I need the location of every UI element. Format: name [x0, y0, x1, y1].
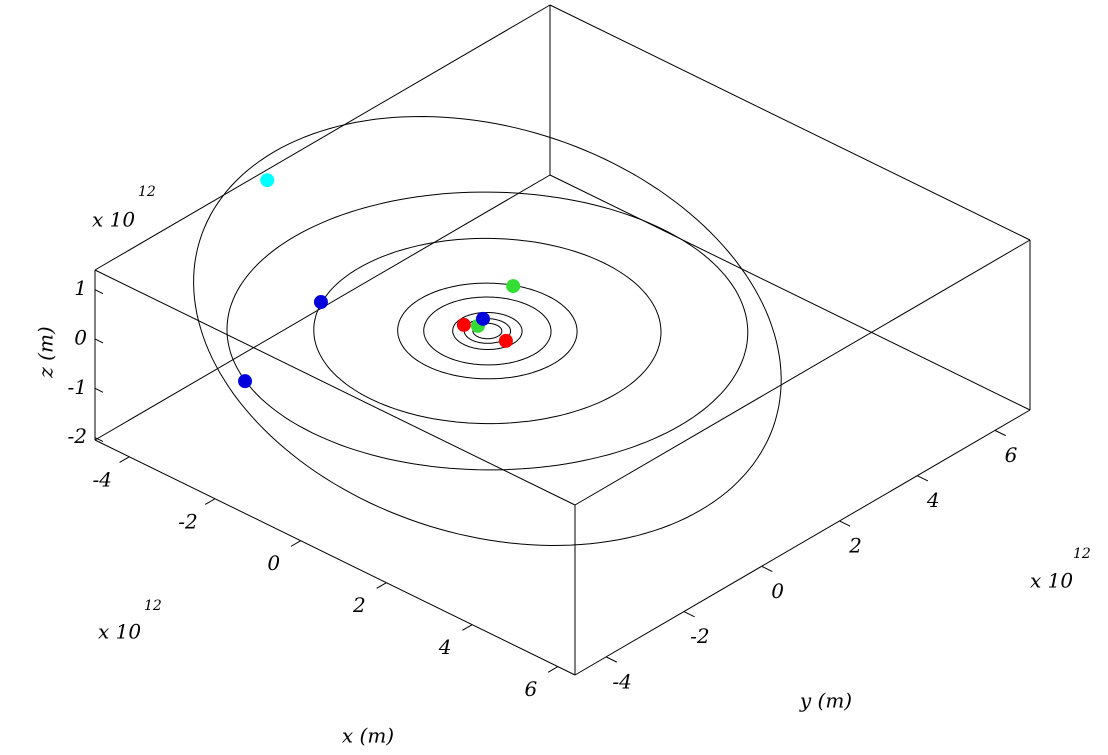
y-tick [605, 656, 618, 663]
y-tick [683, 611, 695, 618]
x-multiplier-power: 12 [144, 598, 162, 614]
x-tick [462, 624, 473, 631]
x-tick [205, 498, 216, 505]
x-axis-label: x (m) [342, 724, 394, 748]
x-tick [547, 666, 559, 673]
point [260, 173, 275, 188]
x-multiplier: x 10 [98, 620, 141, 644]
x-tick-label: 4 [438, 635, 452, 659]
point [313, 295, 328, 310]
y-tick-label: 6 [1005, 443, 1018, 467]
orbit [423, 296, 552, 366]
orbit [313, 237, 662, 425]
y-tick [917, 475, 929, 482]
orbit [226, 191, 749, 471]
box-edge [94, 439, 576, 676]
x-tick-label: 2 [352, 593, 366, 617]
z-tick-label: -1 [68, 375, 87, 399]
y-tick-label: 4 [926, 488, 940, 512]
x-tick [119, 456, 130, 463]
z-tick [94, 289, 104, 295]
box-edge [94, 4, 551, 271]
box-edge [94, 269, 576, 506]
x-tick-label: -2 [178, 509, 197, 533]
z-multiplier: x 10 [92, 208, 135, 232]
z-tick [94, 437, 104, 442]
x-tick-label: 0 [267, 551, 280, 575]
z-tick [94, 387, 104, 393]
y-tick-label: -4 [612, 669, 631, 693]
y-tick-label: 2 [848, 533, 862, 557]
orbit [397, 282, 578, 380]
z-multiplier-power: 12 [138, 184, 156, 200]
y-tick [994, 429, 1006, 437]
box-edge [549, 4, 1031, 241]
z-tick-label: 0 [74, 325, 87, 349]
x-tick [290, 540, 301, 547]
point [238, 374, 253, 389]
y-tick [839, 520, 851, 527]
z-tick-label: 1 [74, 276, 87, 300]
point [498, 333, 513, 348]
y-multiplier: x 10 [1030, 569, 1073, 593]
y-multiplier-power: 12 [1073, 546, 1091, 562]
z-tick-label: -2 [68, 424, 87, 448]
y-tick-label: 0 [771, 579, 784, 603]
z-tick [94, 338, 104, 344]
y-axis-label: y (m) [799, 689, 852, 713]
point [456, 317, 471, 332]
x-tick-label: 6 [524, 677, 537, 701]
y-tick-label: -2 [690, 624, 709, 648]
x-tick [376, 582, 387, 589]
box-edge [549, 174, 1031, 411]
box-edge [574, 409, 1031, 676]
box-edge [574, 239, 1031, 506]
point [506, 279, 521, 294]
y-tick [761, 565, 773, 572]
orbit [193, 115, 782, 547]
z-axis-label: z (m) [34, 326, 58, 378]
x-tick-label: -4 [93, 467, 112, 491]
point [476, 311, 490, 326]
